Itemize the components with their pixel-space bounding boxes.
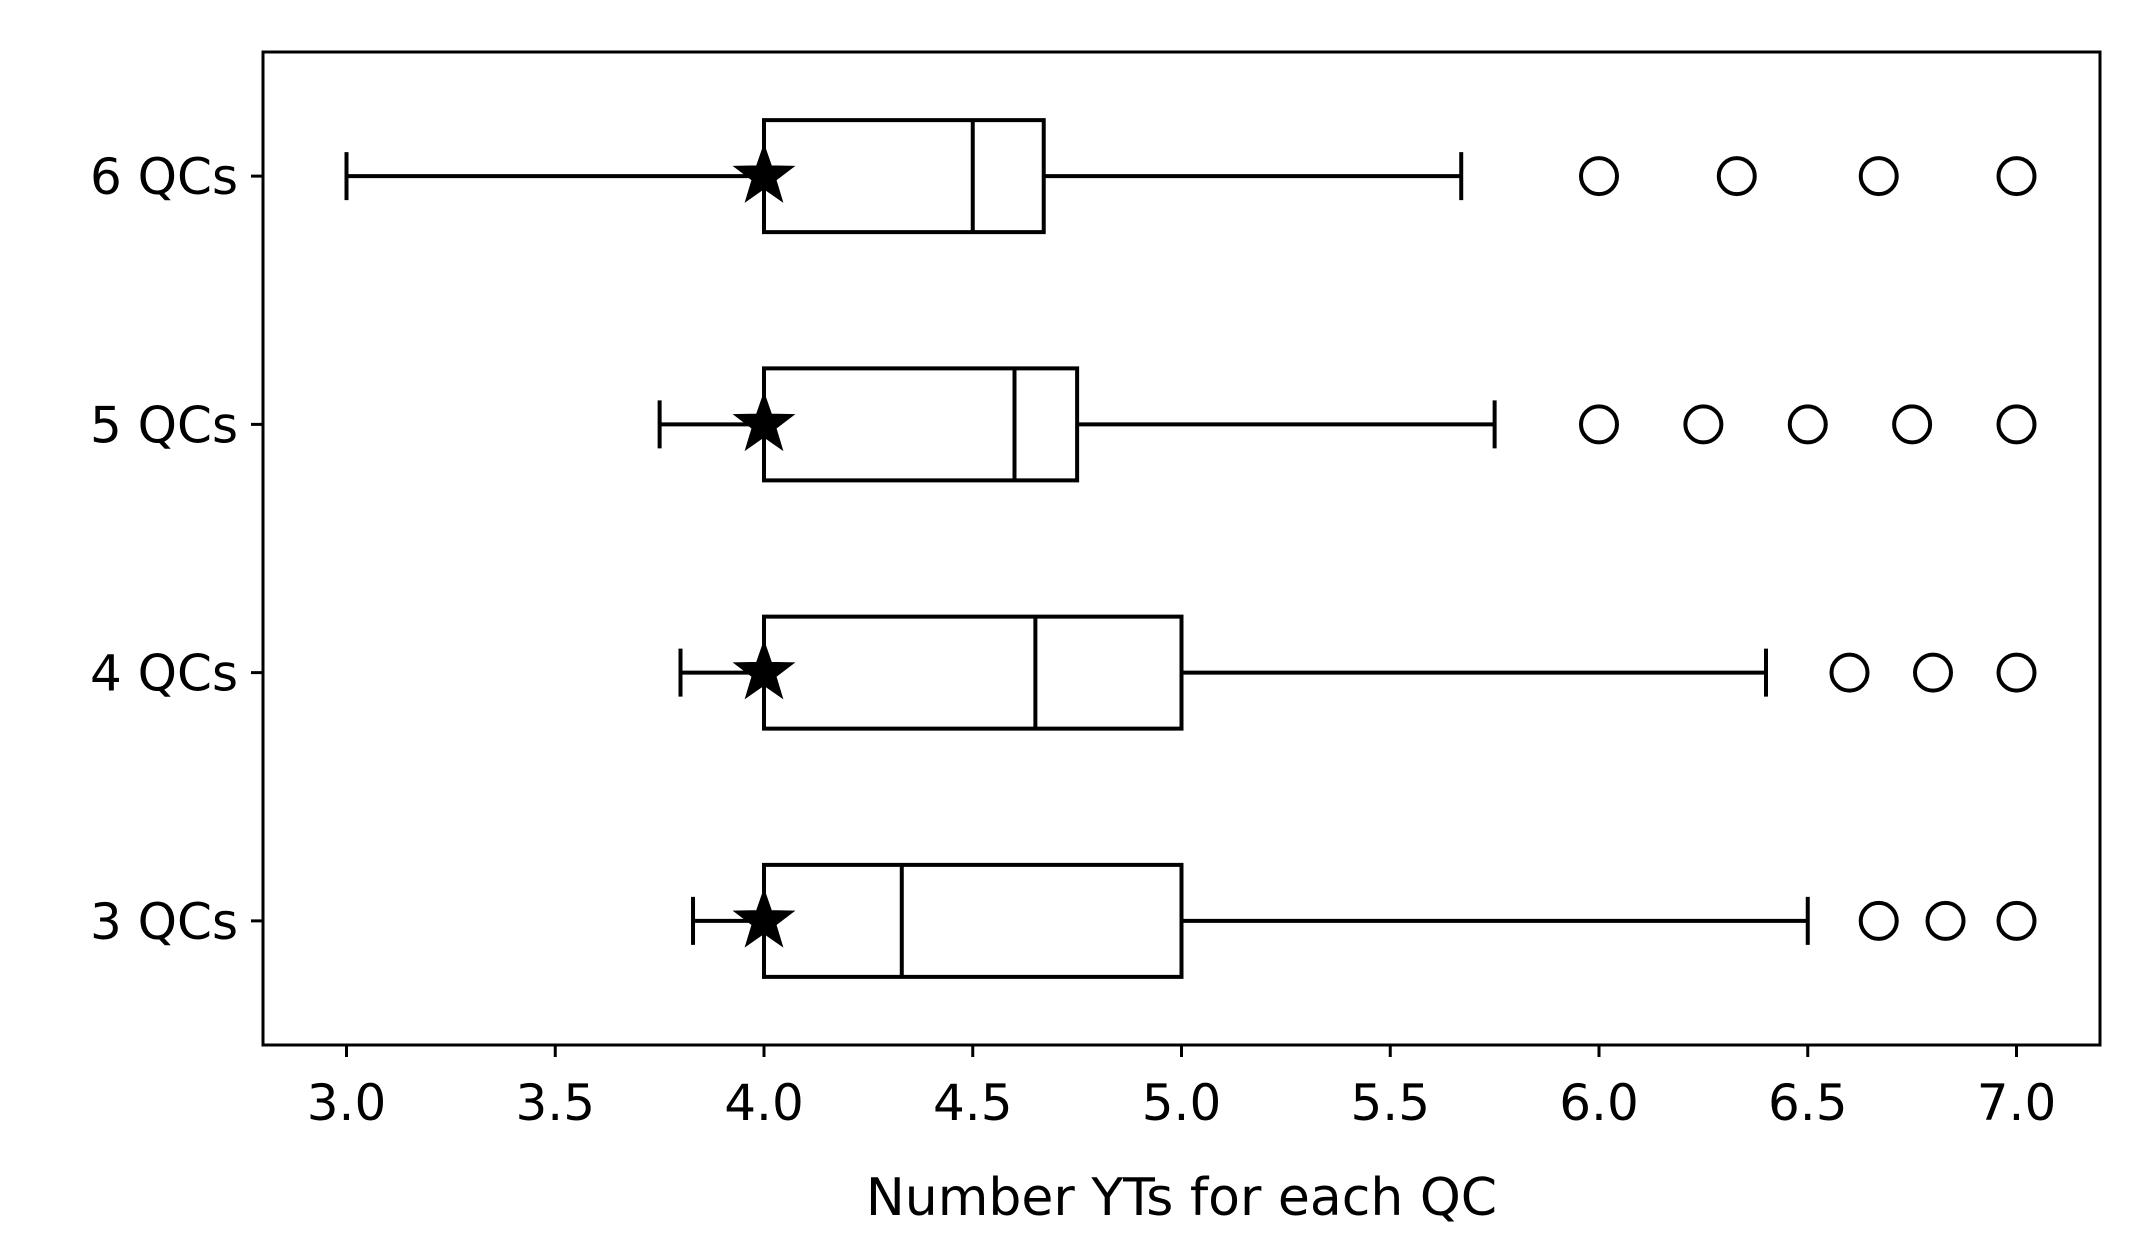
chart-ticks: 3.0 3.5 4.0 4.5 5.0 5.5 6.0 6.5 7.0 3 QCs 4 QCs 5 Q… [90, 148, 2056, 1132]
outlier-point [1996, 156, 2037, 197]
outlier-point [1787, 404, 1828, 445]
x-tick-label: 5.0 [1142, 1074, 1222, 1132]
x-tick-label: 3.5 [515, 1074, 595, 1132]
outlier-point [1716, 156, 1757, 197]
outlier-point [1892, 404, 1933, 445]
box-group [691, 862, 2037, 979]
y-tick-label: 6 QCs [90, 148, 238, 206]
mean-marker [732, 639, 796, 700]
box-group [344, 118, 2037, 235]
mean-marker [732, 887, 796, 948]
y-tick-label: 5 QCs [90, 396, 238, 454]
outlier-point [1996, 652, 2037, 693]
outlier-point [1829, 652, 1870, 693]
outlier-point [1913, 652, 1953, 693]
box [762, 862, 1184, 979]
outlier-point [1579, 156, 1619, 197]
x-tick-label: 6.0 [1559, 1074, 1639, 1132]
box [762, 118, 1046, 235]
box [762, 614, 1184, 731]
outlier-point [1858, 900, 1899, 941]
x-tick-label: 3.0 [307, 1074, 387, 1132]
y-tick-label: 4 QCs [90, 645, 238, 703]
box-group [657, 366, 2037, 483]
outlier-point [1579, 404, 1619, 445]
outlier-point [1996, 404, 2037, 445]
y-tick-label: 3 QCs [90, 893, 238, 951]
x-tick-label: 7.0 [1977, 1074, 2057, 1132]
chart-marks [344, 118, 2037, 979]
x-tick-label: 6.5 [1768, 1074, 1848, 1132]
box [762, 366, 1080, 483]
plot-frame [261, 50, 2102, 1047]
outlier-point [1858, 156, 1899, 197]
x-tick-label: 4.5 [933, 1074, 1013, 1132]
outlier-point [1925, 900, 1966, 941]
outlier-point [1683, 404, 1724, 445]
box-group [678, 614, 2037, 731]
mean-marker [732, 143, 796, 203]
x-tick-label: 4.0 [724, 1074, 804, 1132]
x-tick-label: 5.5 [1350, 1074, 1430, 1132]
outlier-point [1996, 900, 2037, 941]
x-axis-label: Number YTs for each QC [866, 1168, 1497, 1228]
mean-marker [732, 391, 796, 452]
